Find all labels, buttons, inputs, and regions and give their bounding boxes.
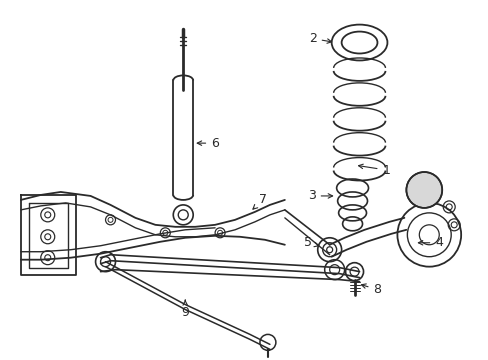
Text: 7: 7 (252, 193, 266, 209)
Text: 8: 8 (361, 283, 381, 296)
Text: 9: 9 (181, 300, 189, 319)
Text: 5: 5 (303, 236, 318, 249)
Circle shape (406, 172, 441, 208)
Text: 4: 4 (418, 236, 442, 249)
Text: 6: 6 (197, 137, 219, 150)
Text: 1: 1 (358, 163, 389, 176)
Text: 3: 3 (307, 189, 332, 202)
Text: 2: 2 (308, 32, 331, 45)
